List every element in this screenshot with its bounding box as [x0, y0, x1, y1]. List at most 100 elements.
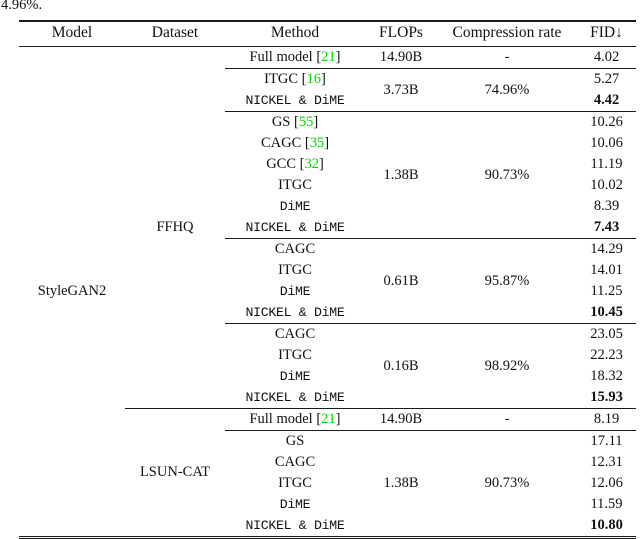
fid-cell-best: 4.42: [593, 92, 620, 108]
table-row: DiME 11.25: [19, 281, 636, 302]
citation-link[interactable]: 32: [304, 156, 319, 172]
table-row: ITGC [16] 3.73B 74.96% 5.27: [19, 68, 636, 112]
flops-cell: 14.90B: [365, 408, 437, 431]
dataset-cell-ffhq: FFHQ: [156, 219, 194, 235]
method-label-suffix: ]: [324, 135, 330, 151]
method-cell: Full model [21]: [225, 47, 365, 69]
method-label: GCC [: [266, 156, 305, 172]
method-cell: DiME: [279, 199, 311, 214]
table-row: NICKEL & DiME 10.80: [19, 515, 636, 538]
method-cell: CAGC [35]: [225, 133, 365, 154]
fid-cell: 17.11: [577, 430, 636, 452]
fid-cell: 5.27: [577, 68, 636, 90]
method-label: Full model [: [249, 411, 322, 427]
table-row: NICKEL & DiME 4.42: [19, 90, 636, 112]
method-cell: NICKEL & DiME: [245, 220, 345, 235]
results-table: Model Dataset Method FLOPs Compression r…: [19, 20, 636, 539]
table-row: GS 1.38B 90.73% 17.11: [19, 430, 636, 538]
fid-cell: 12.31: [590, 454, 623, 470]
method-cell: NICKEL & DiME: [245, 93, 345, 108]
method-cell: CAGC: [274, 454, 316, 470]
col-header-model: Model: [19, 21, 125, 47]
compression-cell: -: [437, 408, 577, 431]
compression-cell: 95.87%: [437, 238, 577, 324]
table-row: CAGC [35] 10.06: [19, 133, 636, 154]
fid-cell-best: 10.45: [590, 304, 623, 320]
compression-cell: 74.96%: [437, 68, 577, 112]
fid-cell: 10.06: [590, 135, 623, 151]
fid-cell: 11.59: [590, 496, 623, 512]
method-label-suffix: ]: [335, 411, 341, 427]
fid-cell: 8.19: [577, 408, 636, 431]
method-cell: DiME: [279, 284, 311, 299]
method-cell: GS: [225, 430, 365, 452]
fid-cell: 11.19: [590, 156, 623, 172]
table-row: NICKEL & DiME 7.43: [19, 217, 636, 239]
compression-cell: -: [504, 49, 510, 65]
table-row: StyleGAN2 FFHQ Full model [21] 14.90B - …: [19, 47, 636, 299]
flops-cell: 1.38B: [365, 111, 437, 239]
col-header-compression: Compression rate: [437, 21, 577, 47]
method-label-suffix: ]: [313, 114, 319, 130]
method-cell: ITGC: [278, 347, 312, 363]
col-header-method: Method: [225, 21, 365, 47]
method-cell: GCC [32]: [225, 154, 365, 175]
fid-cell: 23.05: [577, 323, 636, 345]
method-label-suffix: ]: [335, 49, 341, 65]
flops-cell: 1.38B: [365, 430, 437, 538]
method-cell: NICKEL & DiME: [245, 390, 345, 405]
caption-fragment: 4.96%.: [1, 0, 43, 13]
method-cell: DiME: [279, 497, 311, 512]
method-cell: CAGC: [225, 238, 365, 260]
citation-link[interactable]: 21: [321, 49, 336, 65]
fid-cell: 22.23: [590, 347, 623, 363]
method-label: GS [: [271, 114, 299, 130]
method-label: ITGC [: [264, 71, 307, 87]
fid-cell: 11.25: [590, 283, 623, 299]
table-row: DiME 11.59: [19, 494, 636, 515]
model-cell: StyleGAN2: [37, 283, 107, 299]
table-row: LSUN-CAT Full model [21] 14.90B - 8.19: [19, 408, 636, 538]
table-row: ITGC 14.01: [19, 260, 636, 281]
method-cell: ITGC: [278, 177, 312, 193]
fid-cell-best: 10.80: [590, 517, 623, 533]
dataset-cell-lsun-cat: LSUN-CAT: [125, 408, 225, 538]
fid-cell: 14.29: [577, 238, 636, 260]
citation-link[interactable]: 21: [321, 411, 336, 427]
fid-cell-best: 15.93: [590, 389, 623, 405]
method-cell: NICKEL & DiME: [245, 305, 345, 320]
flops-cell: 3.73B: [365, 68, 437, 112]
method-cell: ITGC: [278, 262, 312, 278]
table-row: DiME 18.32: [19, 366, 636, 387]
fid-cell: 8.39: [593, 198, 620, 214]
fid-cell: 18.32: [590, 368, 623, 384]
method-label: Full model [: [249, 49, 322, 65]
citation-link[interactable]: 35: [309, 135, 325, 151]
method-cell: GS [55]: [225, 111, 365, 133]
table-row: DiME 8.39: [19, 196, 636, 217]
method-label-suffix: ]: [320, 71, 326, 87]
fid-cell-best: 7.43: [593, 219, 620, 235]
table-row: ITGC 10.02: [19, 175, 636, 196]
col-header-flops: FLOPs: [365, 21, 437, 47]
table-row: GS [55] 1.38B 90.73% 10.26: [19, 111, 636, 239]
citation-link[interactable]: 55: [298, 114, 314, 130]
table-row: NICKEL & DiME 15.93: [19, 387, 636, 409]
table-row: CAGC 12.31: [19, 452, 636, 473]
method-label-suffix: ]: [318, 156, 324, 172]
fid-cell: 4.02: [593, 49, 620, 65]
table-row: NICKEL & DiME 10.45: [19, 302, 636, 324]
compression-cell: 98.92%: [437, 323, 577, 409]
citation-link[interactable]: 16: [306, 71, 321, 87]
fid-cell: 14.01: [590, 262, 623, 278]
compression-cell: 90.73%: [437, 111, 577, 239]
table-row: ITGC 12.06: [19, 473, 636, 494]
table-row: CAGC 0.16B 98.92% 23.05: [19, 323, 636, 409]
col-header-fid: FID↓: [577, 21, 636, 47]
flops-cell: 0.61B: [365, 238, 437, 324]
method-cell: ITGC [16]: [225, 68, 365, 90]
fid-cell: 10.26: [577, 111, 636, 133]
method-cell: Full model [21]: [225, 408, 365, 431]
flops-cell: 14.90B: [379, 49, 423, 65]
fid-cell: 10.02: [590, 177, 623, 193]
